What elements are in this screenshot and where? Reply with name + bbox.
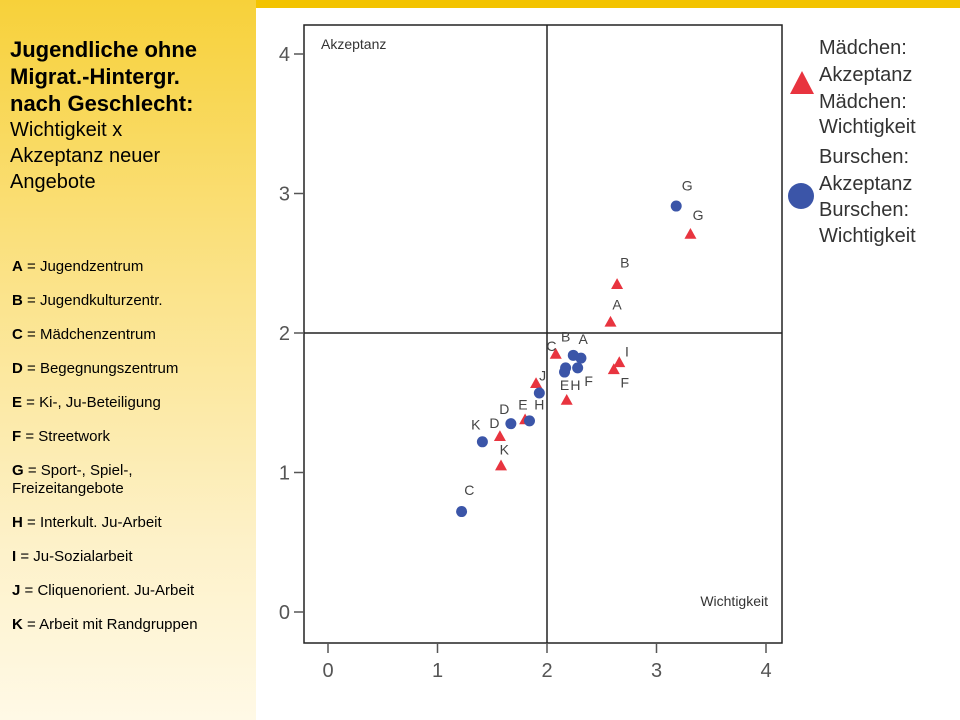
legend-circle-marker — [788, 183, 814, 209]
circle-point-j — [533, 387, 545, 399]
title-line-2: Migrat.-Hintergr. — [10, 64, 180, 89]
circle-point-g — [670, 200, 682, 212]
slide-title: Jugendliche ohne Migrat.-Hintergr. nach … — [10, 36, 250, 195]
y-tick-label: 1 — [279, 463, 290, 485]
legend-triangle-marker — [790, 71, 814, 94]
point-label-h: H — [570, 377, 580, 393]
chart-legend: Mädchen: Akzeptanz Mädchen: Wichtigkeit … — [788, 37, 916, 247]
x-tick-label: 1 — [432, 660, 443, 682]
point-label-d: D — [499, 401, 509, 417]
circle-point-d — [505, 418, 517, 430]
subtitle-line-2: Akzeptanz neuer — [10, 145, 161, 167]
x-tick-label: 3 — [651, 660, 662, 682]
x-tick-label: 2 — [541, 660, 552, 682]
title-line-1: Jugendliche ohne — [10, 37, 198, 62]
point-label-f: F — [620, 374, 629, 390]
point-label-b: B — [620, 254, 629, 270]
key-item-b: B = Jugendkulturzentr. — [12, 292, 163, 309]
point-label-g: G — [693, 207, 704, 223]
subtitle-line-1: Wichtigkeit x — [10, 119, 123, 141]
point-label-c: C — [464, 482, 474, 498]
point-label-a: A — [612, 296, 622, 312]
y-tick-label: 3 — [279, 184, 290, 206]
point-label-b: B — [561, 328, 570, 344]
triangle-point-k — [495, 459, 508, 471]
triangle-point-c — [549, 347, 562, 359]
circle-point-c — [456, 506, 468, 518]
point-label-c: C — [546, 338, 556, 354]
point-label-a: A — [578, 331, 588, 347]
circle-point-f — [572, 362, 584, 374]
legend-burschen-line-3: Burschen: — [819, 199, 909, 221]
y-tick-label: 2 — [279, 323, 290, 345]
y-tick-label: 0 — [279, 602, 290, 624]
triangle-point-d — [493, 430, 506, 442]
circle-point-k — [476, 436, 488, 448]
subtitle-line-3: Angebote — [10, 171, 96, 193]
title-line-3: nach Geschlecht: — [10, 91, 194, 116]
point-label-d: D — [489, 415, 499, 431]
key-item-f: F = Streetwork — [12, 428, 110, 445]
triangle-point-b — [611, 278, 624, 289]
x-tick-label: 4 — [760, 660, 771, 682]
legend-maedchen-line-1: Mädchen: — [819, 37, 907, 59]
legend-maedchen-line-4: Wichtigkeit — [819, 116, 916, 138]
y-axis: 0 1 2 3 4 — [279, 44, 304, 624]
triangle-point-i — [613, 356, 626, 368]
key-item-k: K = Arbeit mit Randgruppen — [12, 616, 198, 633]
key-item-j: J = Cliquenorient. Ju-Arbeit — [12, 582, 195, 599]
circle-point-h — [523, 415, 535, 427]
triangle-point-f — [607, 363, 620, 375]
triangle-point-g — [684, 227, 697, 239]
y-tick-label: 4 — [279, 44, 290, 66]
point-label-e: E — [518, 397, 527, 413]
legend-burschen-line-2: Akzeptanz — [819, 173, 912, 195]
legend-burschen-line-1: Burschen: — [819, 146, 909, 168]
quadrant-label-akzeptanz: Akzeptanz — [321, 36, 386, 52]
legend-maedchen-line-3: Mädchen: — [819, 91, 907, 113]
key-item-i: I = Ju-Sozialarbeit — [12, 548, 133, 565]
key-item-c: C = Mädchenzentrum — [12, 326, 156, 343]
key-item-e: E = Ki-, Ju-Beteiligung — [12, 394, 161, 411]
plot-area — [303, 24, 783, 644]
legend-burschen-line-4: Wichtigkeit — [819, 225, 916, 247]
category-key-list: A = Jugendzentrum B = Jugendkulturzentr.… — [12, 258, 248, 634]
key-item-d: D = Begegnungszentrum — [12, 360, 179, 377]
triangle-point-h — [560, 393, 573, 405]
circle-point-i — [560, 362, 572, 374]
triangle-point-a — [604, 315, 617, 327]
point-label-i: I — [625, 344, 629, 360]
key-item-a: A = Jugendzentrum — [12, 258, 144, 275]
triangle-point-j — [530, 377, 543, 389]
data-points — [456, 200, 697, 518]
point-label-h: H — [534, 397, 544, 413]
point-label-e: E — [560, 377, 569, 393]
x-axis: 0 1 2 3 4 — [322, 643, 772, 682]
quadrant-label-wichtigkeit: Wichtigkeit — [700, 593, 768, 609]
sidebar-panel: Jugendliche ohne Migrat.-Hintergr. nach … — [0, 0, 256, 720]
key-item-h: H = Interkult. Ju-Arbeit — [12, 514, 162, 531]
point-label-j: J — [539, 367, 546, 383]
accent-bar — [256, 0, 960, 8]
point-label-k: K — [471, 416, 481, 432]
point-label-k: K — [500, 441, 510, 457]
circle-point-b — [567, 349, 579, 361]
x-tick-label: 0 — [322, 660, 333, 682]
legend-maedchen-line-2: Akzeptanz — [819, 64, 912, 86]
key-item-g: G = Sport-, Spiel-, Freizeitangebote — [12, 462, 133, 497]
point-label-g: G — [682, 178, 693, 194]
point-label-f: F — [584, 373, 593, 389]
